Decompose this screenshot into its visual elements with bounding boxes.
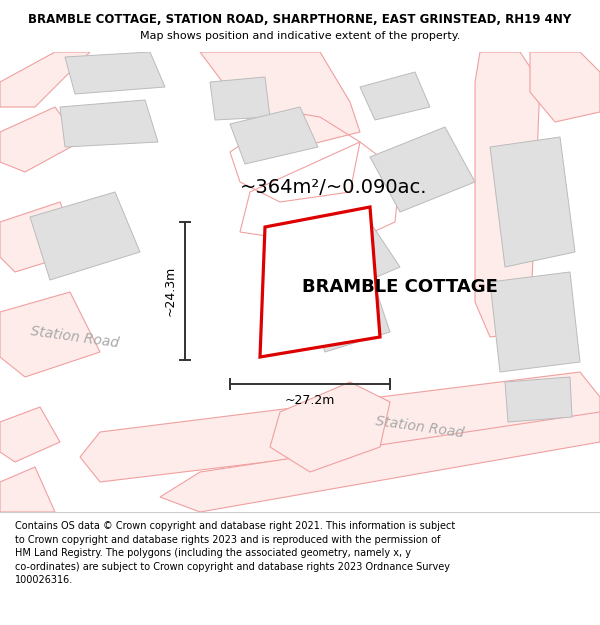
Text: Contains OS data © Crown copyright and database right 2021. This information is : Contains OS data © Crown copyright and d… <box>15 521 455 586</box>
Polygon shape <box>0 107 80 172</box>
Polygon shape <box>370 127 475 212</box>
Polygon shape <box>65 52 165 94</box>
Polygon shape <box>300 222 400 297</box>
Text: BRAMBLE COTTAGE, STATION ROAD, SHARPTHORNE, EAST GRINSTEAD, RH19 4NY: BRAMBLE COTTAGE, STATION ROAD, SHARPTHOR… <box>28 13 572 26</box>
Text: ~24.3m: ~24.3m <box>164 266 177 316</box>
Text: Station Road: Station Road <box>375 414 465 440</box>
Text: Station Road: Station Road <box>30 324 120 350</box>
Polygon shape <box>30 192 140 280</box>
Text: ~27.2m: ~27.2m <box>285 394 335 407</box>
Polygon shape <box>0 467 55 512</box>
Polygon shape <box>0 202 80 272</box>
Polygon shape <box>310 287 390 352</box>
Polygon shape <box>260 207 380 357</box>
Text: BRAMBLE COTTAGE: BRAMBLE COTTAGE <box>302 278 498 296</box>
Polygon shape <box>490 137 575 267</box>
Polygon shape <box>0 52 90 107</box>
Polygon shape <box>270 382 390 472</box>
Polygon shape <box>230 107 318 164</box>
Text: Map shows position and indicative extent of the property.: Map shows position and indicative extent… <box>140 31 460 41</box>
Polygon shape <box>0 407 60 462</box>
Polygon shape <box>200 52 360 152</box>
Polygon shape <box>80 372 600 482</box>
Polygon shape <box>210 77 270 120</box>
Text: ~364m²/~0.090ac.: ~364m²/~0.090ac. <box>240 178 427 197</box>
Polygon shape <box>160 412 600 512</box>
Polygon shape <box>475 52 540 337</box>
Polygon shape <box>505 377 572 422</box>
Polygon shape <box>490 272 580 372</box>
Polygon shape <box>530 52 600 122</box>
Polygon shape <box>360 72 430 120</box>
Polygon shape <box>60 100 158 147</box>
Polygon shape <box>0 292 100 377</box>
